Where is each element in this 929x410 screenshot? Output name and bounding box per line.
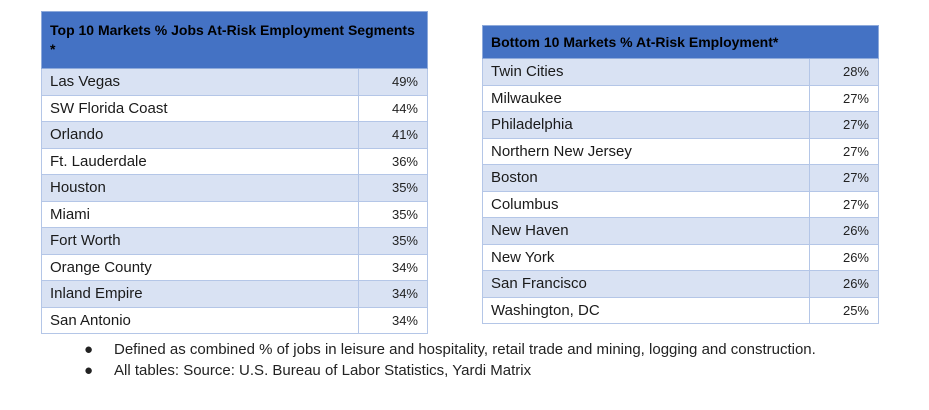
market-name-cell: Washington, DC (482, 296, 810, 324)
market-name-cell: Boston (482, 164, 810, 192)
percent-cell: 25% (809, 296, 879, 324)
percent-cell: 26% (809, 243, 879, 271)
percent-cell: 35% (358, 227, 428, 255)
market-name-cell: New York (482, 243, 810, 271)
percent-cell: 49% (358, 68, 428, 96)
market-name-cell: Philadelphia (482, 111, 810, 139)
percent-cell: 26% (809, 270, 879, 298)
table-row: Columbus 27% (482, 190, 879, 218)
table-row: New Haven 26% (482, 217, 879, 245)
footnote-definition: ● Defined as combined % of jobs in leisur… (78, 339, 878, 360)
table-row: Twin Cities 28% (482, 58, 879, 86)
footnotes: ● Defined as combined % of jobs in leisur… (78, 339, 878, 381)
table-title: Top 10 Markets % Jobs At-Risk Employment… (41, 11, 428, 69)
footnote-source: ● All tables: Source: U.S. Bureau of Labo… (78, 360, 878, 381)
market-name-cell: San Antonio (41, 306, 359, 334)
market-name-cell: San Francisco (482, 270, 810, 298)
table-row: Las Vegas 49% (41, 68, 428, 96)
table-row: Ft. Lauderdale 36% (41, 147, 428, 175)
percent-cell: 27% (809, 111, 879, 139)
table-row: San Antonio 34% (41, 306, 428, 334)
table-row: Milwaukee 27% (482, 84, 879, 112)
market-name-cell: Ft. Lauderdale (41, 147, 359, 175)
percent-cell: 44% (358, 94, 428, 122)
percent-cell: 34% (358, 280, 428, 308)
table-row: New York 26% (482, 243, 879, 271)
table-row: Fort Worth 35% (41, 227, 428, 255)
percent-cell: 41% (358, 121, 428, 149)
market-name-cell: Orange County (41, 253, 359, 281)
percent-cell: 35% (358, 174, 428, 202)
bottom-markets-table: Bottom 10 Markets % At-Risk Employment* … (482, 25, 879, 324)
market-name-cell: New Haven (482, 217, 810, 245)
table-row: Washington, DC 25% (482, 296, 879, 324)
bullet-icon: ● (84, 362, 94, 379)
percent-cell: 26% (809, 217, 879, 245)
market-name-cell: Twin Cities (482, 58, 810, 86)
table-row: Inland Empire 34% (41, 280, 428, 308)
table-row: Houston 35% (41, 174, 428, 202)
table-title: Bottom 10 Markets % At-Risk Employment* (482, 25, 879, 59)
top-markets-table: Top 10 Markets % Jobs At-Risk Employment… (41, 11, 428, 334)
market-name-cell: Miami (41, 200, 359, 228)
bullet-icon: ● (84, 341, 94, 358)
table-row: Miami 35% (41, 200, 428, 228)
table-row: Orange County 34% (41, 253, 428, 281)
percent-cell: 27% (809, 137, 879, 165)
market-name-cell: Columbus (482, 190, 810, 218)
table-row: SW Florida Coast 44% (41, 94, 428, 122)
table-row: Orlando 41% (41, 121, 428, 149)
percent-cell: 34% (358, 306, 428, 334)
percent-cell: 27% (809, 84, 879, 112)
percent-cell: 35% (358, 200, 428, 228)
percent-cell: 27% (809, 164, 879, 192)
market-name-cell: Milwaukee (482, 84, 810, 112)
market-name-cell: Orlando (41, 121, 359, 149)
footnote-text: All tables: Source: U.S. Bureau of Labor… (114, 362, 532, 379)
table-row: Northern New Jersey 27% (482, 137, 879, 165)
market-name-cell: SW Florida Coast (41, 94, 359, 122)
market-name-cell: Inland Empire (41, 280, 359, 308)
table-row: Philadelphia 27% (482, 111, 879, 139)
percent-cell: 36% (358, 147, 428, 175)
table-row: Boston 27% (482, 164, 879, 192)
market-name-cell: Houston (41, 174, 359, 202)
percent-cell: 34% (358, 253, 428, 281)
table-row: San Francisco 26% (482, 270, 879, 298)
percent-cell: 27% (809, 190, 879, 218)
market-name-cell: Las Vegas (41, 68, 359, 96)
market-name-cell: Northern New Jersey (482, 137, 810, 165)
footnote-text: Defined as combined % of jobs in leisure… (114, 341, 816, 358)
market-name-cell: Fort Worth (41, 227, 359, 255)
percent-cell: 28% (809, 58, 879, 86)
